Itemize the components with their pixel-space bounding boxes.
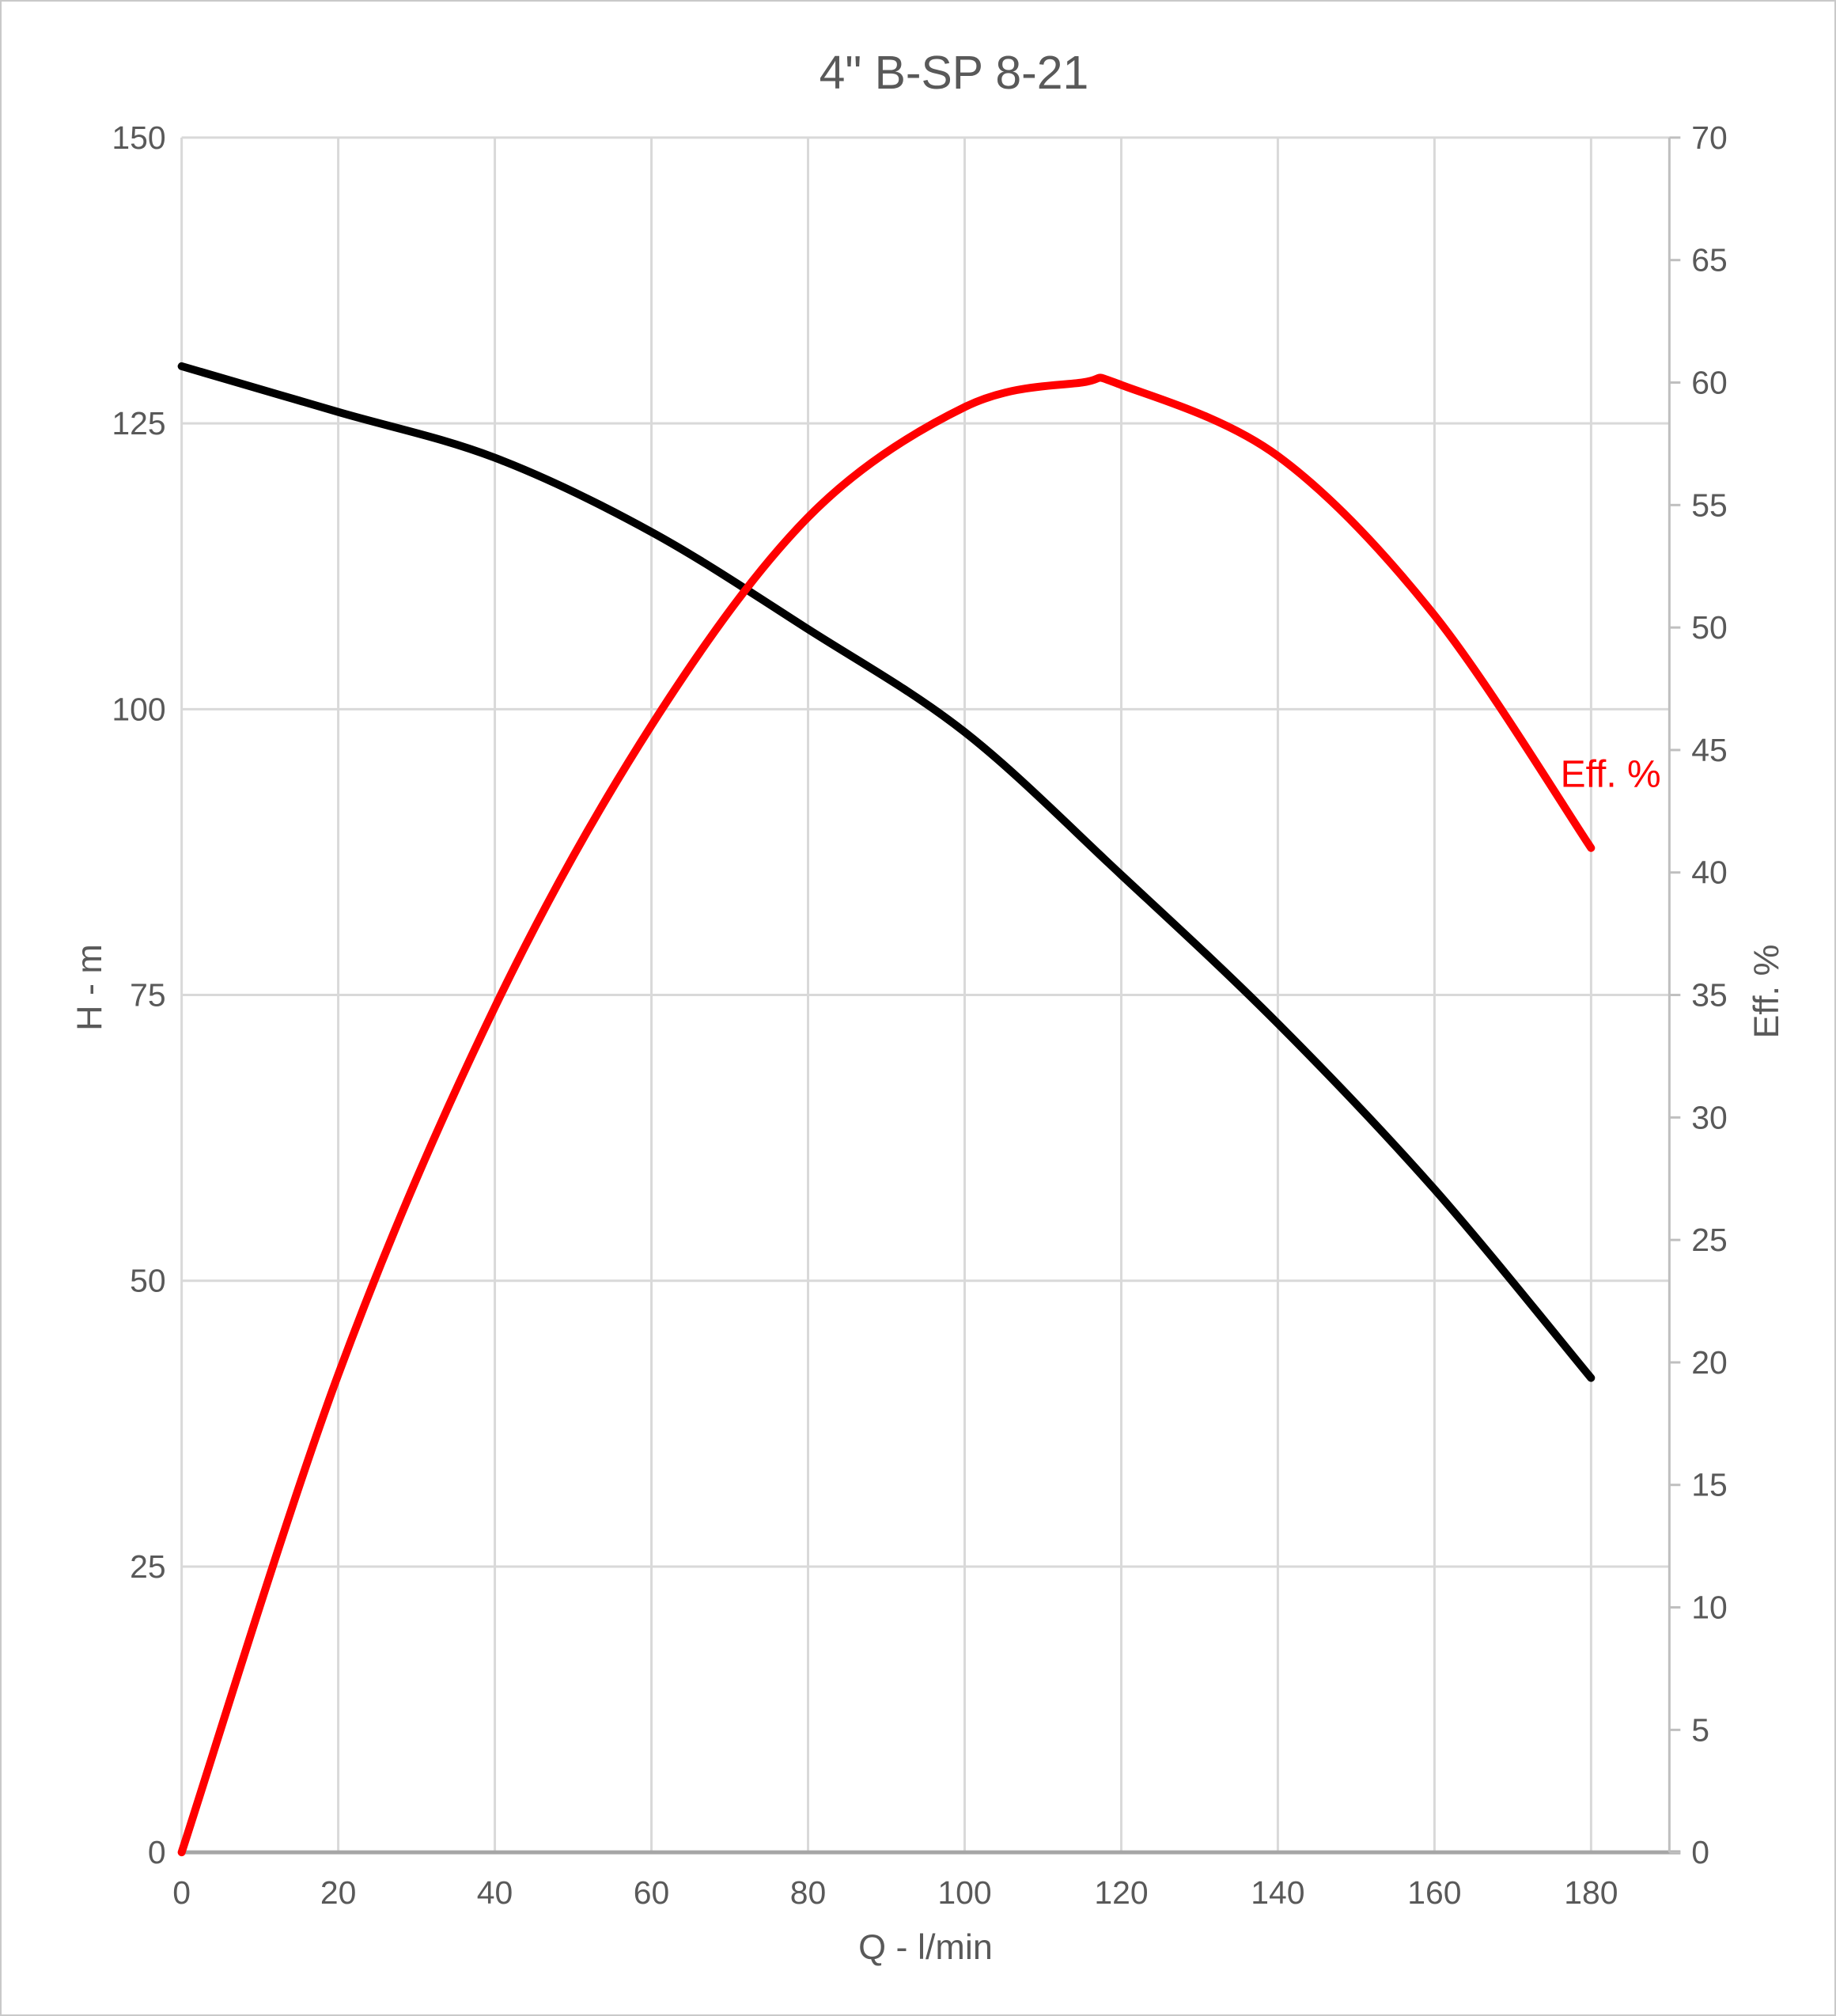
- left-y-tick-label: 50: [130, 1263, 166, 1299]
- right-y-tick-label: 60: [1691, 364, 1728, 400]
- left-y-tick-label: 150: [112, 119, 165, 156]
- right-y-tick-label: 35: [1691, 977, 1728, 1014]
- x-tick-label: 80: [790, 1874, 827, 1911]
- series-curves: [177, 362, 1596, 1857]
- right-y-tick-label: 30: [1691, 1099, 1728, 1135]
- right-axis-title: Eff. %: [1746, 945, 1786, 1039]
- left-y-tick-label: 75: [130, 977, 166, 1014]
- right-y-tick-label: 70: [1691, 119, 1728, 156]
- efficiency-curve: [177, 373, 1596, 1857]
- right-y-tick-label: 10: [1691, 1590, 1728, 1626]
- right-y-tick-label: 45: [1691, 732, 1728, 768]
- left-y-tick-label: 25: [130, 1548, 166, 1585]
- tick-labels: 0 20 40 60 80 100 120 140 160 1800255075100125150…: [112, 119, 1727, 1911]
- efficiency-curve-label: Eff. %: [1561, 753, 1661, 795]
- x-tick-label: 0: [172, 1874, 191, 1911]
- x-tick-label: 120: [1094, 1874, 1148, 1911]
- right-y-tick-label: 15: [1691, 1467, 1728, 1503]
- x-tick-label: 20: [320, 1874, 357, 1911]
- x-tick-label: 160: [1407, 1874, 1461, 1911]
- right-y-tick-label: 5: [1691, 1711, 1709, 1748]
- right-y-tick-label: 55: [1691, 487, 1728, 523]
- right-y-tick-label: 65: [1691, 242, 1728, 279]
- x-tick-label: 180: [1564, 1874, 1618, 1911]
- gridlines: [180, 136, 1670, 1853]
- right-y-tick-label: 40: [1691, 855, 1728, 891]
- axis-lines: [181, 136, 1681, 1855]
- right-y-tick-label: 0: [1691, 1834, 1709, 1870]
- right-y-tick-label: 25: [1691, 1222, 1728, 1258]
- left-y-tick-label: 100: [112, 691, 165, 727]
- x-tick-label: 60: [634, 1874, 670, 1911]
- x-tick-label: 140: [1251, 1874, 1304, 1911]
- x-axis-title: Q - l/min: [858, 1927, 993, 1967]
- left-y-tick-label: 0: [148, 1834, 166, 1870]
- head-curve: [177, 362, 1596, 1382]
- right-y-tick-label: 20: [1691, 1344, 1728, 1381]
- left-axis-title: H - m: [69, 944, 109, 1031]
- left-y-tick-label: 125: [112, 405, 165, 441]
- chart-title: 4" B-SP 8-21: [820, 47, 1089, 99]
- right-y-tick-label: 50: [1691, 609, 1728, 646]
- x-tick-label: 40: [477, 1874, 513, 1911]
- x-tick-label: 100: [937, 1874, 991, 1911]
